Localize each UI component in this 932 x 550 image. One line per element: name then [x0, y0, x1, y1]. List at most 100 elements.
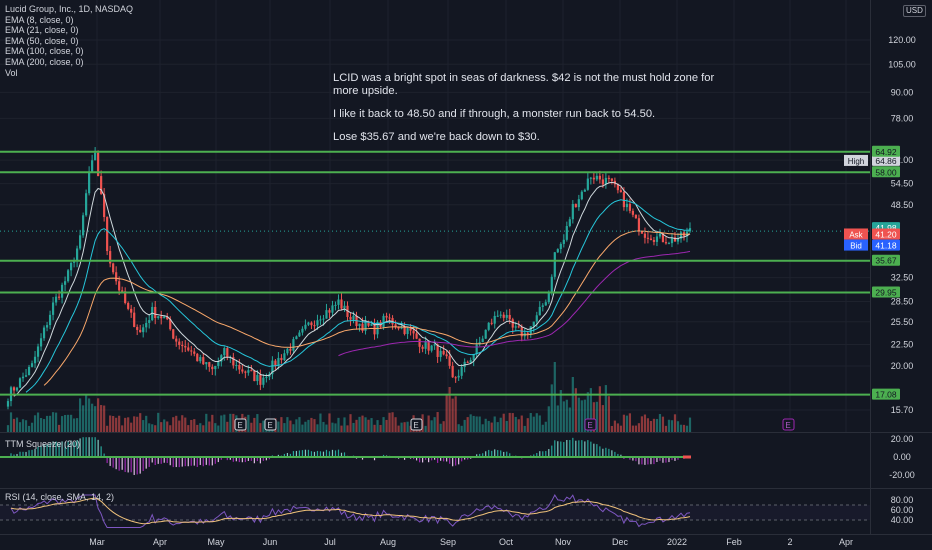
- volume-bar: [424, 425, 427, 432]
- ttm-bar: [232, 457, 234, 462]
- candle-body: [286, 348, 289, 354]
- candle-body: [244, 371, 247, 373]
- candle-body: [298, 332, 301, 337]
- ttm-bar: [142, 457, 144, 471]
- candle-body: [595, 175, 598, 180]
- candle-body: [664, 242, 668, 244]
- volume-bar: [451, 398, 454, 432]
- candle-body: [520, 327, 523, 337]
- volume-bar: [577, 397, 580, 432]
- volume-bar: [166, 421, 169, 432]
- candle-body: [676, 238, 680, 242]
- ttm-bar: [605, 447, 607, 457]
- earnings-marker-label: E: [267, 421, 272, 430]
- ttm-bar: [154, 457, 156, 466]
- ttm-bar: [259, 457, 261, 464]
- ttm-bar: [665, 457, 667, 463]
- volume-bar: [646, 418, 650, 432]
- volume-bar: [601, 405, 604, 432]
- volume-bar: [214, 423, 217, 432]
- volume-bar: [541, 424, 544, 432]
- volume-bar: [589, 388, 592, 432]
- candle-body: [21, 376, 25, 379]
- ttm-bar: [497, 450, 499, 457]
- currency-selector[interactable]: USD: [903, 5, 926, 17]
- ttm-bar: [340, 452, 343, 457]
- volume-bar: [667, 419, 671, 432]
- symbol-title[interactable]: Lucid Group, Inc., 1D, NASDAQ: [5, 4, 134, 14]
- legend-volume[interactable]: Vol: [5, 67, 18, 78]
- ttm-bar: [64, 442, 66, 457]
- volume-bar: [580, 400, 583, 432]
- candle-body: [136, 326, 139, 330]
- volume-bar: [592, 402, 595, 432]
- ttm-bar: [235, 457, 237, 462]
- volume-bar: [493, 416, 496, 432]
- volume-bar: [661, 416, 665, 432]
- ttm-bar: [250, 457, 252, 461]
- ttm-bar: [157, 457, 159, 464]
- legend-ema-200[interactable]: EMA (200, close, 0): [5, 56, 84, 67]
- volume-bar: [364, 417, 367, 432]
- candle-body: [175, 338, 178, 342]
- legend-ema-50[interactable]: EMA (50, close, 0): [5, 35, 79, 46]
- candle-body: [18, 378, 22, 388]
- ttm-bar: [572, 437, 574, 457]
- candle-body: [91, 160, 94, 172]
- volume-bar: [12, 418, 16, 432]
- ttm-bar: [337, 449, 340, 457]
- candle-body: [145, 322, 148, 328]
- candle-body: [196, 353, 199, 362]
- ttm-bar: [319, 451, 322, 457]
- legend-ema-8[interactable]: EMA (8, close, 0): [5, 14, 74, 25]
- chart-annotation[interactable]: LCID was a bright spot in seas of darkne…: [333, 72, 733, 154]
- candle-body: [27, 366, 31, 376]
- volume-bar: [331, 422, 334, 432]
- ttm-bar: [265, 457, 267, 461]
- candle-body: [643, 233, 647, 238]
- candle-body: [169, 319, 172, 330]
- candle-body: [208, 362, 211, 367]
- ttm-squeeze-label[interactable]: TTM Squeeze (20): [5, 439, 81, 449]
- candle-body: [388, 317, 391, 319]
- candle-body: [343, 305, 346, 309]
- ttm-bar: [593, 443, 595, 457]
- candle-body: [358, 323, 361, 327]
- volume-bar: [202, 425, 205, 432]
- volume-bar: [121, 425, 124, 432]
- ttm-histogram: [10, 437, 691, 475]
- candle-body: [262, 377, 265, 385]
- volume-bar: [199, 423, 202, 432]
- candle-body: [679, 232, 683, 239]
- ttm-bar: [106, 457, 108, 464]
- candle-body: [328, 310, 331, 313]
- volume-bar: [472, 415, 475, 432]
- candle-body: [205, 362, 208, 365]
- ttm-bar: [49, 443, 51, 457]
- candle-body: [433, 344, 436, 346]
- candle-body: [51, 302, 55, 315]
- ttm-bar: [632, 457, 634, 461]
- candle-body: [85, 193, 88, 216]
- candle-body: [385, 315, 388, 318]
- candle-body: [442, 350, 445, 355]
- ttm-bar: [452, 457, 454, 467]
- volume-bar: [478, 416, 481, 432]
- candle-body: [319, 319, 322, 321]
- candle-body: [625, 203, 629, 208]
- ttm-bar: [193, 457, 195, 466]
- candle-body: [364, 321, 367, 331]
- candle-body: [628, 203, 632, 211]
- candle-body: [36, 346, 40, 357]
- ttm-bar: [506, 451, 508, 457]
- volume-bar: [91, 403, 94, 432]
- legend-ema-100[interactable]: EMA (100, close, 0): [5, 46, 84, 57]
- ttm-bar: [169, 457, 171, 466]
- volume-bar: [24, 420, 28, 432]
- ttm-bar: [127, 457, 129, 473]
- legend-ema-21[interactable]: EMA (21, close, 0): [5, 25, 79, 36]
- rsi-label[interactable]: RSI (14, close, SMA, 14, 2): [5, 492, 115, 502]
- ttm-bar: [328, 451, 331, 457]
